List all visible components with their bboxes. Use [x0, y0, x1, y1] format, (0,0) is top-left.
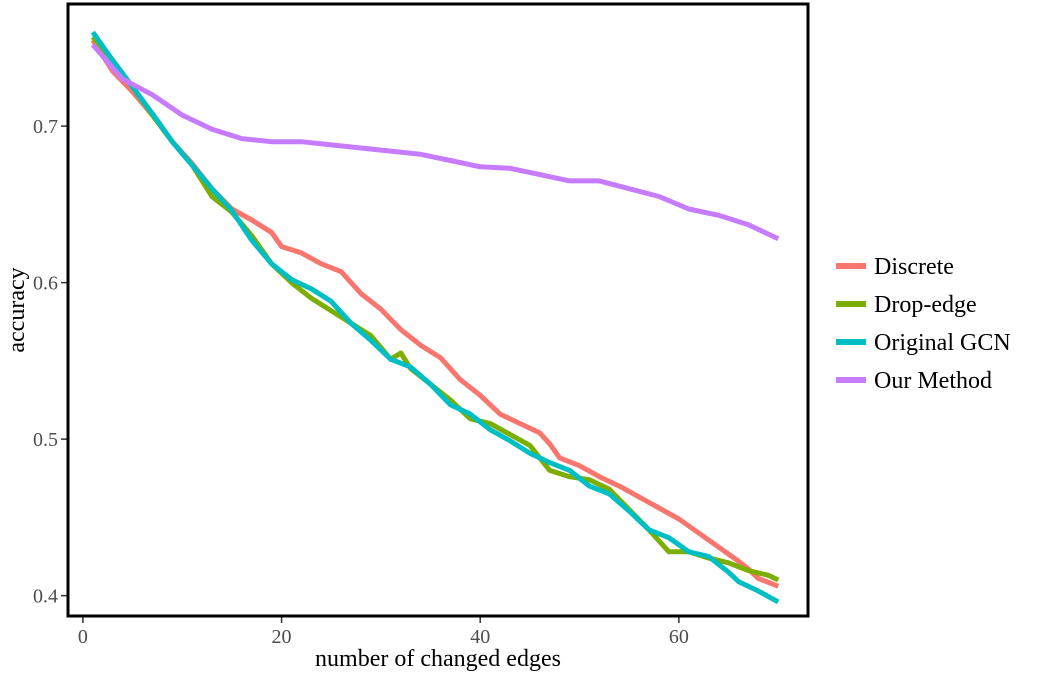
y-tick-label: 0.7 [33, 116, 58, 138]
series-line-our-method [90, 43, 780, 242]
x-tick-label: 0 [78, 626, 88, 648]
axis-layer: 0 20 40 60 0.4 0.5 0.6 0.7 [33, 116, 689, 648]
plot-panel-border [66, 2, 810, 618]
x-axis-title: number of changed edges [315, 646, 561, 672]
legend-label-our-method: Our Method [874, 368, 992, 394]
series-line-drop-edge [90, 35, 780, 583]
legend-label-original-gcn: Original GCN [874, 330, 1011, 356]
x-tick-label: 40 [470, 626, 490, 648]
y-tick-label: 0.4 [33, 586, 58, 608]
legend-label-drop-edge: Drop-edge [874, 292, 977, 318]
legend-label-discrete: Discrete [874, 254, 954, 280]
x-tick-label: 20 [272, 626, 292, 648]
legend: Discrete Drop-edge Original GCN Our Method [836, 254, 1011, 394]
y-tick-label: 0.5 [33, 429, 58, 451]
series-layer [90, 30, 780, 605]
series-line-original-gcn [90, 30, 780, 605]
y-axis-title: accuracy [4, 267, 30, 352]
y-tick-label: 0.6 [33, 273, 58, 295]
x-tick-label: 60 [669, 626, 689, 648]
